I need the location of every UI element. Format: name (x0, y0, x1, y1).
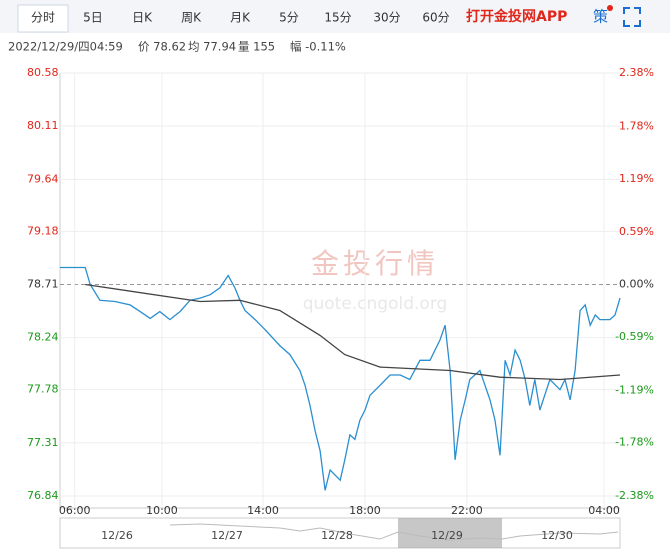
x-tick-label: 10:00 (146, 504, 178, 517)
watermark: 金投行情 (311, 247, 439, 280)
navigator-date: 12/27 (211, 529, 243, 542)
watermark-url: quote.cngold.org (303, 294, 448, 314)
navigator-selection[interactable] (398, 518, 502, 548)
navigator-date: 12/28 (321, 529, 353, 542)
x-tick-label: 22:00 (451, 504, 483, 517)
info-item: 均 77.94 (188, 40, 236, 54)
navigator-date: 12/29 (431, 529, 463, 542)
info-item: 幅 -0.11% (290, 40, 346, 54)
price-line (85, 283, 621, 381)
y2-tick-label: -0.59% (615, 330, 654, 343)
y-tick-label: 76.84 (27, 489, 59, 502)
y-tick-label: 78.24 (27, 331, 59, 344)
badge (607, 5, 613, 11)
y-tick-label: 77.78 (27, 383, 59, 396)
tab[interactable]: 周K (181, 11, 202, 25)
navigator[interactable] (59, 517, 621, 549)
tab[interactable]: 分时 (31, 11, 55, 25)
strategy-button[interactable]: 策 (593, 8, 608, 26)
tab[interactable]: 5分 (279, 11, 299, 25)
x-tick-label: 18:00 (349, 504, 381, 517)
fullscreen-button[interactable] (623, 7, 641, 27)
navigator-date: 12/26 (101, 529, 133, 542)
y2-tick-label: 0.59% (619, 225, 654, 238)
y2-tick-label: 2.38% (619, 66, 654, 79)
tab-bar (0, 0, 670, 33)
tab[interactable]: 日K (132, 11, 153, 25)
x-tick-label: 06:00 (59, 504, 91, 517)
price-line (60, 266, 621, 491)
x-tick-label: 14:00 (247, 504, 279, 517)
active-tab-bg (17, 4, 69, 33)
tab[interactable]: 60分 (422, 11, 449, 25)
app-link[interactable]: 打开金投网APP (466, 8, 567, 25)
tab[interactable]: 30分 (373, 11, 400, 25)
y-tick-label: 79.18 (27, 224, 59, 237)
y-tick-label: 80.58 (27, 66, 59, 79)
y2-tick-label: 0.00% (619, 278, 654, 291)
info-item: 量 155 (238, 40, 275, 54)
y2-tick-label: -1.78% (615, 436, 654, 449)
tab[interactable]: 5日 (83, 11, 103, 25)
y2-tick-label: 1.78% (619, 119, 654, 132)
y-tick-label: 80.11 (27, 119, 59, 132)
tab[interactable]: 月K (230, 11, 251, 25)
info-item: 价 78.62 (138, 40, 186, 54)
navigator-date: 12/30 (541, 529, 573, 542)
info-item: 2022/12/29/四04:59 (8, 40, 123, 54)
x-tick-label: 04:00 (588, 504, 620, 517)
y-tick-label: 79.64 (27, 172, 59, 185)
tab[interactable]: 15分 (324, 11, 351, 25)
y2-tick-label: 1.19% (619, 172, 654, 185)
y2-tick-label: -2.38% (615, 489, 654, 502)
navigator-line (169, 523, 619, 541)
y-tick-label: 77.31 (27, 436, 59, 449)
y2-tick-label: -1.19% (615, 383, 654, 396)
y-tick-label: 78.71 (27, 278, 59, 291)
